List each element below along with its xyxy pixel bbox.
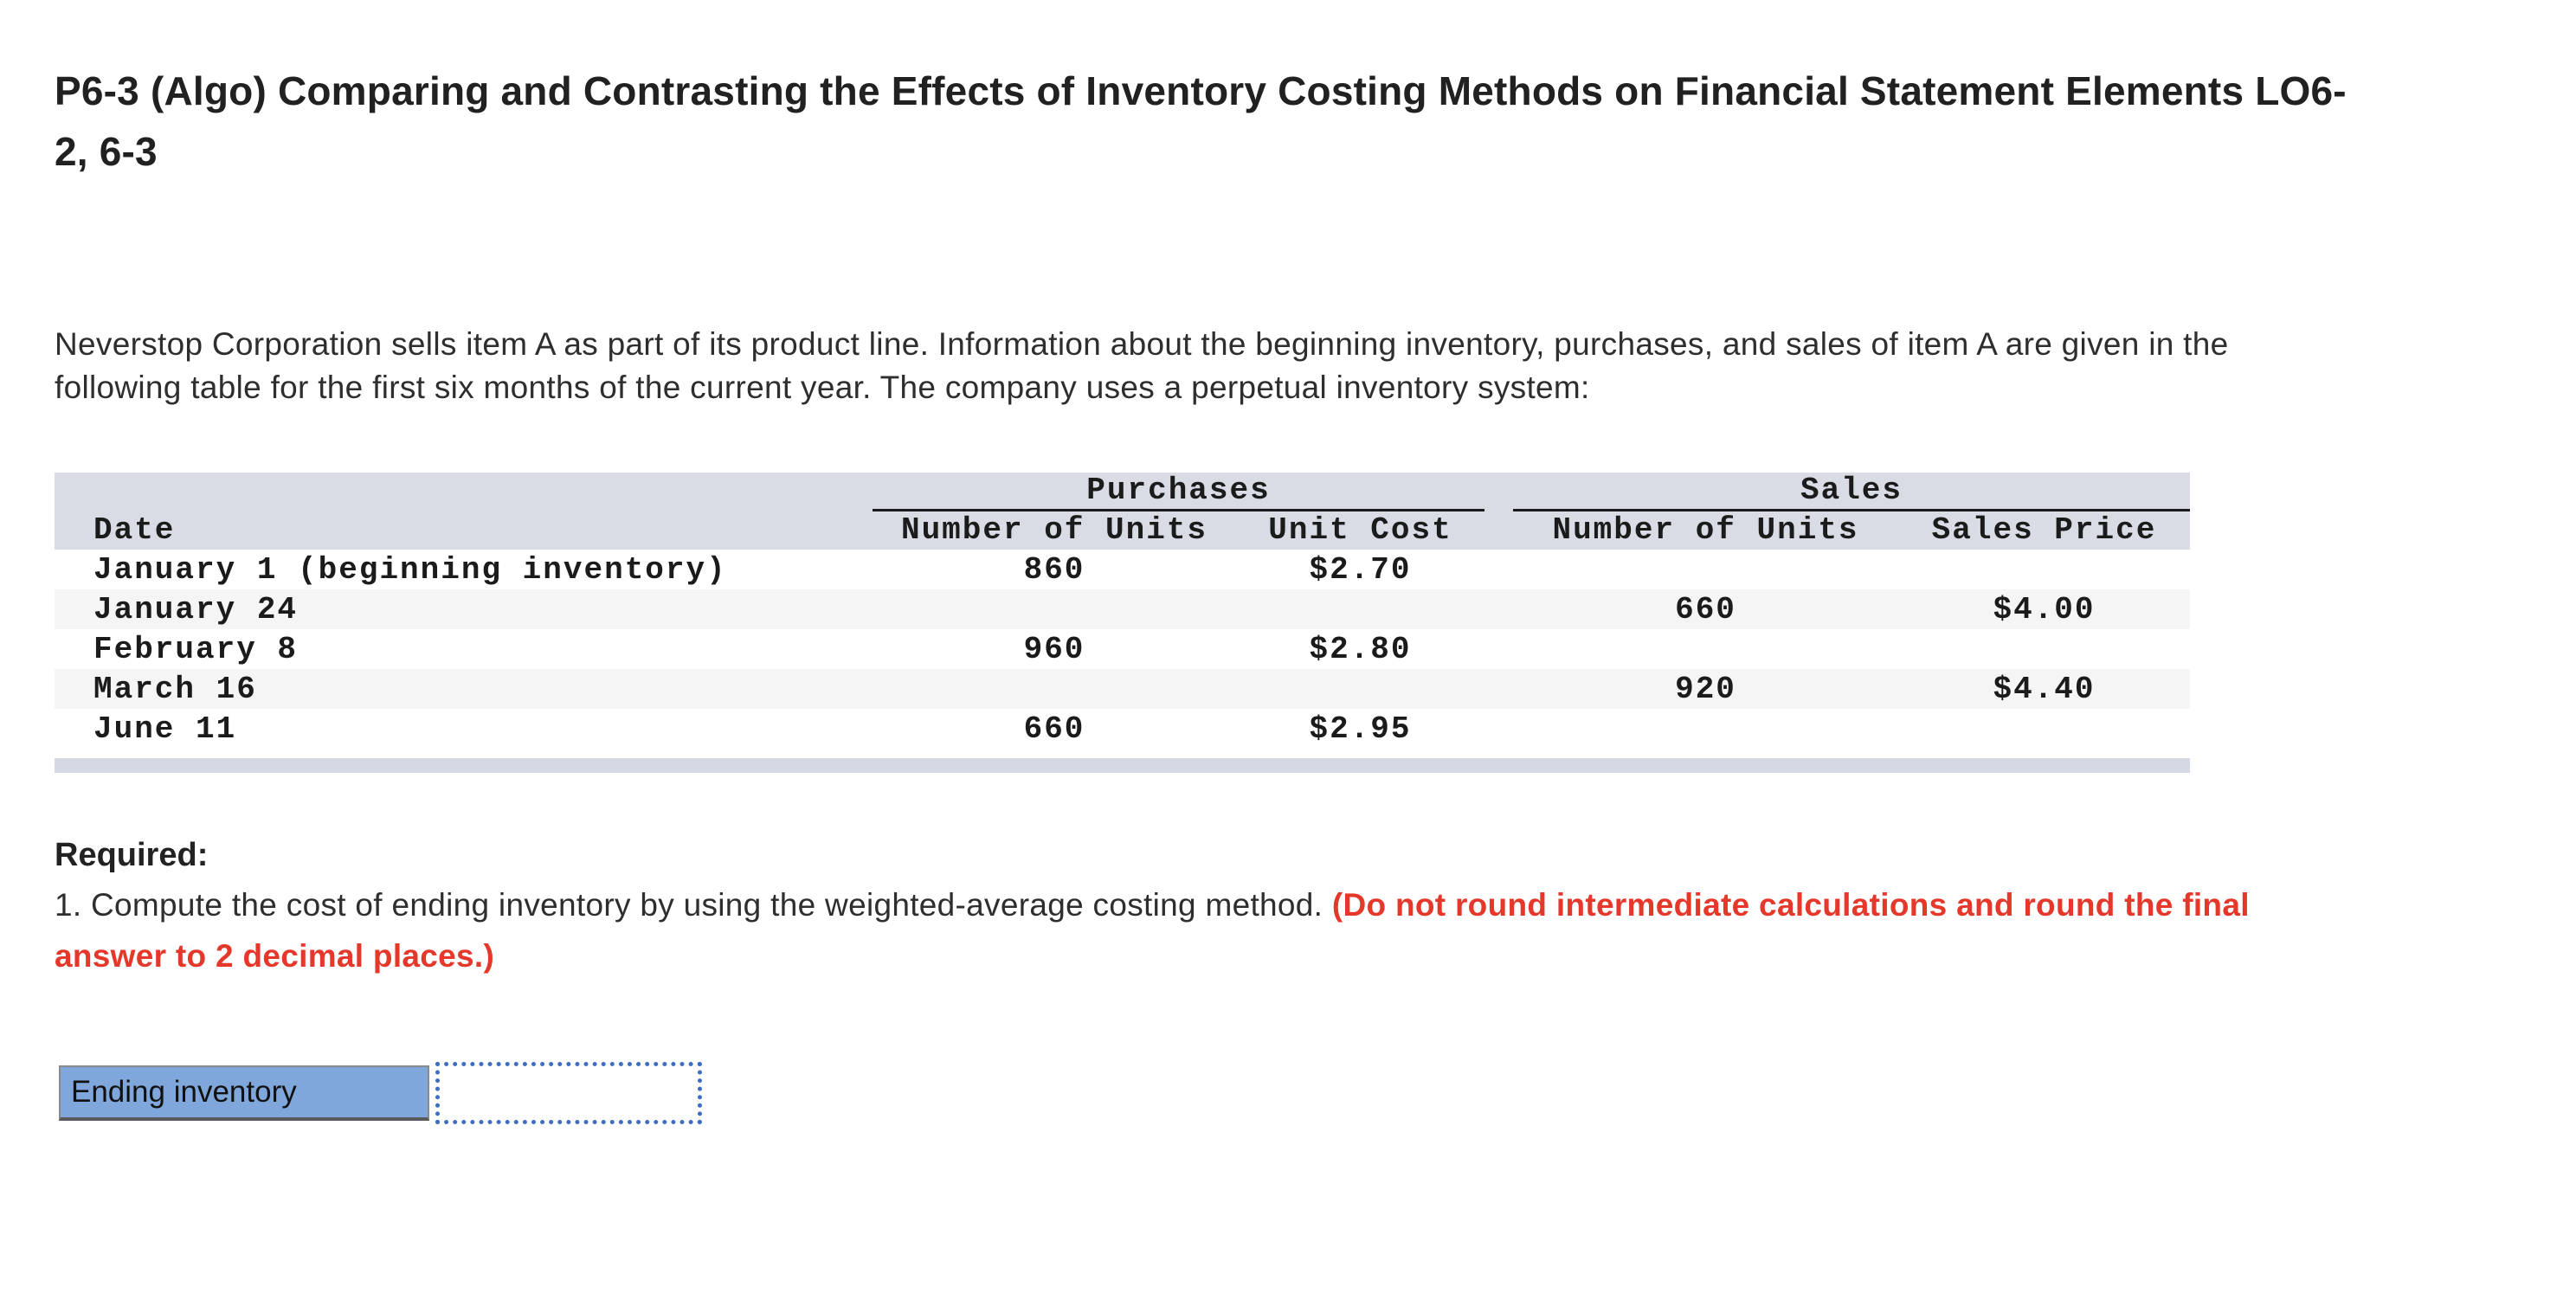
cell-sales-price: $4.00 bbox=[1898, 589, 2190, 629]
cell-sales-units bbox=[1513, 709, 1898, 749]
cell-sales-price bbox=[1898, 629, 2190, 669]
table-row: January 1 (beginning inventory) 860 $2.7… bbox=[55, 550, 2190, 589]
cell-gap bbox=[1484, 550, 1513, 589]
cell-purchase-units: 960 bbox=[873, 629, 1236, 669]
ending-inventory-input[interactable] bbox=[435, 1062, 702, 1124]
cell-purchase-units bbox=[873, 669, 1236, 709]
problem-page: P6-3 (Algo) Comparing and Contrasting th… bbox=[55, 68, 2541, 1124]
group-header-gap bbox=[1484, 473, 1513, 510]
cell-purchase-cost bbox=[1236, 589, 1484, 629]
instruction-emphasis-text: (Do not round intermediate calculations … bbox=[55, 887, 2250, 974]
cell-date: March 16 bbox=[55, 669, 873, 709]
table-row: February 8 960 $2.80 bbox=[55, 629, 2190, 669]
cell-sales-units bbox=[1513, 629, 1898, 669]
required-heading: Required: bbox=[55, 837, 209, 873]
cell-purchase-cost: $2.70 bbox=[1236, 550, 1484, 589]
cell-date: January 24 bbox=[55, 589, 873, 629]
cell-purchase-cost: $2.80 bbox=[1236, 629, 1484, 669]
cell-purchase-units: 660 bbox=[873, 709, 1236, 749]
cell-gap bbox=[1484, 709, 1513, 749]
table-row: January 24 660 $4.00 bbox=[55, 589, 2190, 629]
page-title: P6-3 (Algo) Comparing and Contrasting th… bbox=[55, 68, 2347, 174]
column-header-purchase-units: Number of Units bbox=[873, 510, 1236, 550]
group-header-spacer bbox=[55, 473, 873, 510]
group-header-sales: Sales bbox=[1513, 473, 2190, 511]
column-header-sales-price: Sales Price bbox=[1898, 510, 2190, 550]
ending-inventory-label: Ending inventory bbox=[59, 1065, 429, 1121]
column-header-gap bbox=[1484, 510, 1513, 550]
table-column-header-row: Date Number of Units Unit Cost Number of… bbox=[55, 510, 2190, 550]
inventory-table-container: Purchases Sales Date Number of Units Uni… bbox=[55, 473, 2190, 773]
column-header-sales-units: Number of Units bbox=[1513, 510, 1898, 550]
table-row: March 16 920 $4.40 bbox=[55, 669, 2190, 709]
column-header-purchase-cost: Unit Cost bbox=[1236, 510, 1484, 550]
cell-date: February 8 bbox=[55, 629, 873, 669]
table-bottom-bar bbox=[55, 758, 2190, 773]
cell-date: January 1 (beginning inventory) bbox=[55, 550, 873, 589]
cell-sales-units: 920 bbox=[1513, 669, 1898, 709]
cell-gap bbox=[1484, 589, 1513, 629]
cell-sales-price: $4.40 bbox=[1898, 669, 2190, 709]
ending-inventory-field-row: Ending inventory bbox=[59, 1062, 2541, 1124]
intro-paragraph: Neverstop Corporation sells item A as pa… bbox=[55, 326, 2229, 405]
cell-sales-units bbox=[1513, 550, 1898, 589]
instruction-normal-text: 1. Compute the cost of ending inventory … bbox=[55, 887, 1332, 923]
column-header-date: Date bbox=[55, 510, 873, 550]
instruction-text: 1. Compute the cost of ending inventory … bbox=[55, 879, 2270, 981]
group-header-purchases: Purchases bbox=[873, 473, 1484, 511]
cell-purchase-cost bbox=[1236, 669, 1484, 709]
cell-gap bbox=[1484, 629, 1513, 669]
cell-sales-price bbox=[1898, 550, 2190, 589]
table-group-header-row: Purchases Sales bbox=[55, 473, 2190, 511]
cell-sales-price bbox=[1898, 709, 2190, 749]
cell-sales-units: 660 bbox=[1513, 589, 1898, 629]
table-row: June 11 660 $2.95 bbox=[55, 709, 2190, 749]
cell-gap bbox=[1484, 669, 1513, 709]
cell-purchase-units bbox=[873, 589, 1236, 629]
cell-purchase-cost: $2.95 bbox=[1236, 709, 1484, 749]
cell-purchase-units: 860 bbox=[873, 550, 1236, 589]
inventory-table: Purchases Sales Date Number of Units Uni… bbox=[55, 473, 2190, 749]
cell-date: June 11 bbox=[55, 709, 873, 749]
